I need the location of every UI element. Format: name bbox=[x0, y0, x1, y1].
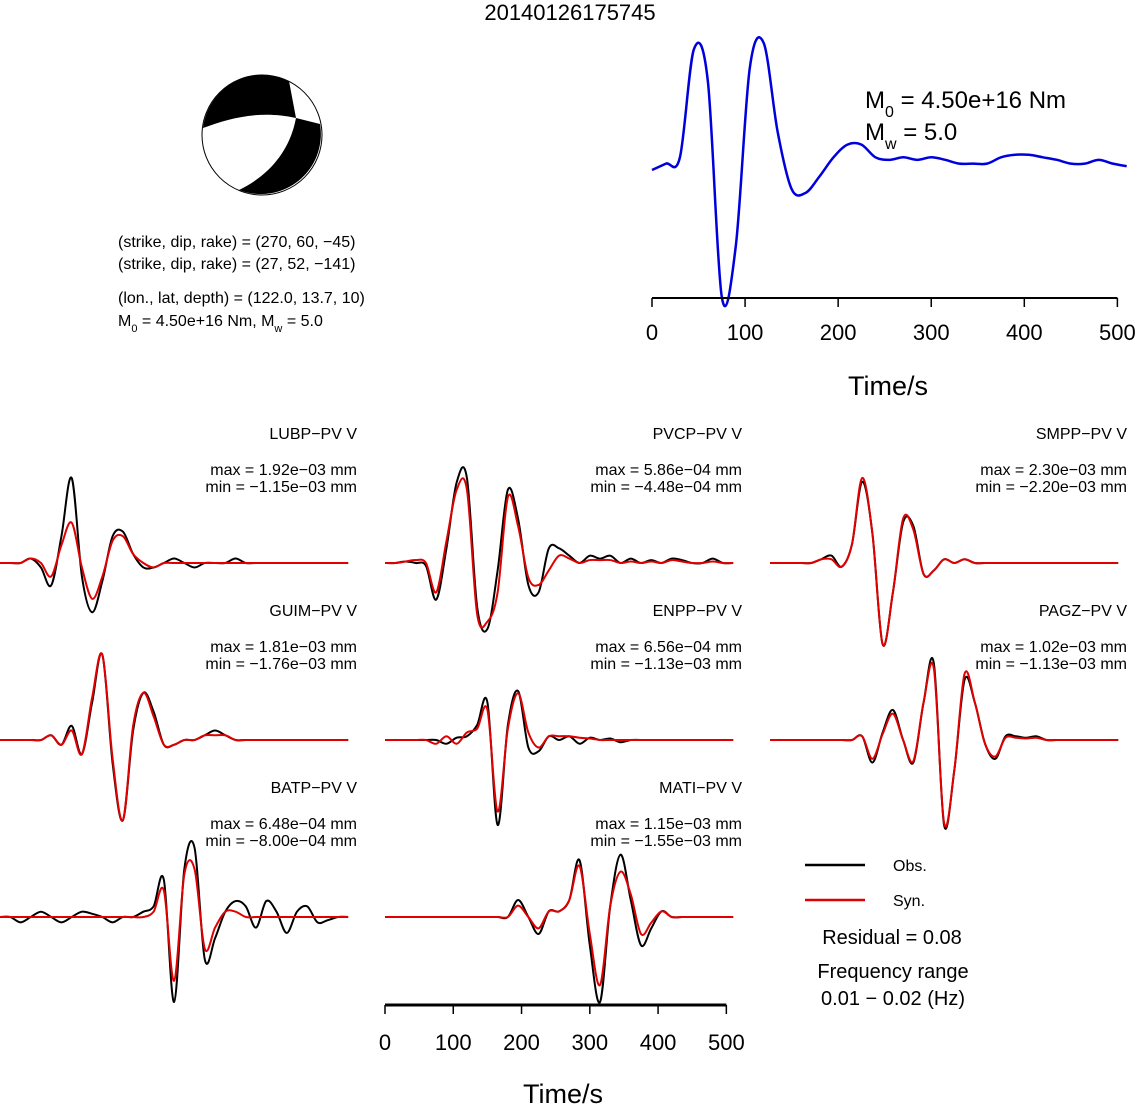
synthetic-trace bbox=[384, 477, 734, 629]
synthetic-trace bbox=[0, 521, 349, 600]
max-label: max = 5.86e−04 mm bbox=[595, 462, 742, 479]
synthetic-trace bbox=[769, 661, 1119, 828]
max-label: max = 6.48e−04 mm bbox=[210, 816, 357, 833]
synthetic-trace bbox=[384, 692, 734, 813]
text-part: M bbox=[865, 119, 885, 146]
synthetic-trace bbox=[769, 476, 1119, 647]
station-label: PAGZ−PV V bbox=[1039, 603, 1128, 620]
synthetic-trace bbox=[0, 652, 349, 822]
x-tick-label: 300 bbox=[571, 1030, 608, 1055]
max-label: max = 1.15e−03 mm bbox=[595, 816, 742, 833]
min-label: min = −1.13e−03 mm bbox=[590, 656, 742, 673]
observed-trace bbox=[769, 657, 1119, 830]
synthetic-trace bbox=[385, 864, 734, 987]
max-label: max = 1.92e−03 mm bbox=[210, 462, 357, 479]
fault-plane-2: (strike, dip, rake) = (27, 52, −141) bbox=[118, 256, 355, 273]
station-label: SMPP−PV V bbox=[1036, 426, 1127, 443]
station-label: GUIM−PV V bbox=[269, 603, 357, 620]
subscript: 0 bbox=[131, 323, 137, 335]
station-label: MATI−PV V bbox=[659, 780, 742, 797]
min-label: min = −4.48e−04 mm bbox=[590, 479, 742, 496]
x-tick-label: 200 bbox=[503, 1030, 540, 1055]
figure-title: 20140126175745 bbox=[484, 0, 655, 25]
frequency-range: 0.01 − 0.02 (Hz) bbox=[821, 988, 965, 1010]
legend-label: Syn. bbox=[893, 893, 925, 910]
fault-plane-1: (strike, dip, rake) = (270, 60, −45) bbox=[118, 234, 355, 251]
observed-trace bbox=[0, 840, 349, 1004]
beachball bbox=[201, 74, 323, 196]
synthetic-trace bbox=[0, 859, 349, 982]
text-part: = 5.0 bbox=[897, 119, 958, 146]
annotation: Mw = 5.0 bbox=[865, 119, 957, 153]
station-label: ENPP−PV V bbox=[653, 603, 743, 620]
max-label: max = 1.02e−03 mm bbox=[980, 639, 1127, 656]
observed-trace bbox=[0, 476, 349, 614]
subscript: 0 bbox=[885, 104, 894, 121]
observed-trace bbox=[384, 466, 734, 633]
x-tick-label: 500 bbox=[1099, 320, 1136, 345]
x-axis-label: Time/s bbox=[848, 371, 928, 401]
x-tick-label: 400 bbox=[640, 1030, 677, 1055]
min-label: min = −1.55e−03 mm bbox=[590, 833, 742, 850]
min-label: min = −1.15e−03 mm bbox=[205, 479, 357, 496]
location: (lon., lat, depth) = (122.0, 13.7, 10) bbox=[118, 290, 365, 307]
x-tick-label: 0 bbox=[379, 1030, 391, 1055]
x-tick-label: 0 bbox=[646, 320, 658, 345]
x-tick-label: 500 bbox=[708, 1030, 745, 1055]
text-part: M bbox=[865, 87, 885, 114]
station-label: LUBP−PV V bbox=[269, 426, 357, 443]
compressional-quadrant bbox=[239, 118, 321, 195]
x-tick-label: 100 bbox=[435, 1030, 472, 1055]
subscript: w bbox=[273, 323, 282, 335]
min-label: min = −1.13e−03 mm bbox=[975, 656, 1127, 673]
x-tick-label: 200 bbox=[820, 320, 857, 345]
subscript: w bbox=[884, 136, 897, 153]
observed-trace bbox=[384, 689, 734, 827]
compressional-quadrant bbox=[203, 74, 296, 128]
station-label: BATP−PV V bbox=[271, 780, 358, 797]
text-part: = 5.0 bbox=[282, 313, 323, 330]
text-part: M bbox=[118, 313, 131, 330]
text-part: = 4.50e+16 Nm, M bbox=[137, 313, 274, 330]
legend-label: Obs. bbox=[893, 858, 927, 875]
min-label: min = −1.76e−03 mm bbox=[205, 656, 357, 673]
x-tick-label: 300 bbox=[913, 320, 950, 345]
max-label: max = 6.56e−04 mm bbox=[595, 639, 742, 656]
x-axis-label: Time/s bbox=[523, 1079, 603, 1106]
max-label: max = 2.30e−03 mm bbox=[980, 462, 1127, 479]
observed-trace bbox=[385, 853, 734, 1004]
x-tick-label: 400 bbox=[1006, 320, 1043, 345]
frequency-title: Frequency range bbox=[817, 961, 968, 983]
annotation: M0 = 4.50e+16 Nm bbox=[865, 87, 1066, 121]
moment: M0 = 4.50e+16 Nm, Mw = 5.0 bbox=[118, 313, 323, 335]
station-label: PVCP−PV V bbox=[653, 426, 743, 443]
moment-rate-line bbox=[651, 36, 1127, 308]
residual: Residual = 0.08 bbox=[822, 927, 962, 949]
text-part: = 4.50e+16 Nm bbox=[894, 87, 1066, 114]
max-label: max = 1.81e−03 mm bbox=[210, 639, 357, 656]
min-label: min = −2.20e−03 mm bbox=[975, 479, 1127, 496]
min-label: min = −8.00e−04 mm bbox=[205, 833, 357, 850]
x-tick-label: 100 bbox=[727, 320, 764, 345]
